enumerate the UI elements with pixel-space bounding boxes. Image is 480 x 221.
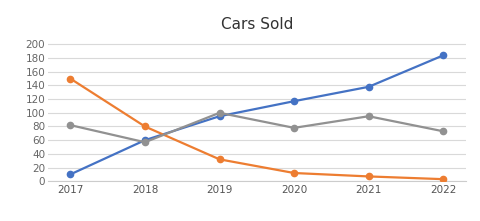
Sports	[142, 141, 148, 144]
Line: Sports: Sports	[67, 110, 446, 145]
Sedan	[142, 139, 148, 141]
Title: Cars Sold: Cars Sold	[221, 17, 293, 32]
Sedan	[68, 173, 73, 176]
Sports	[366, 115, 372, 118]
Sedan	[366, 86, 372, 88]
Sedan	[216, 115, 222, 118]
Suv	[216, 158, 222, 161]
Line: Suv: Suv	[67, 76, 446, 182]
Sports	[291, 127, 297, 129]
Suv	[68, 77, 73, 80]
Suv	[142, 125, 148, 128]
Sedan	[291, 100, 297, 103]
Line: Sedan: Sedan	[67, 52, 446, 177]
Sedan	[440, 54, 446, 57]
Sports	[440, 130, 446, 133]
Suv	[366, 175, 372, 178]
Suv	[440, 178, 446, 181]
Suv	[291, 172, 297, 174]
Sports	[216, 111, 222, 114]
Sports	[68, 124, 73, 126]
